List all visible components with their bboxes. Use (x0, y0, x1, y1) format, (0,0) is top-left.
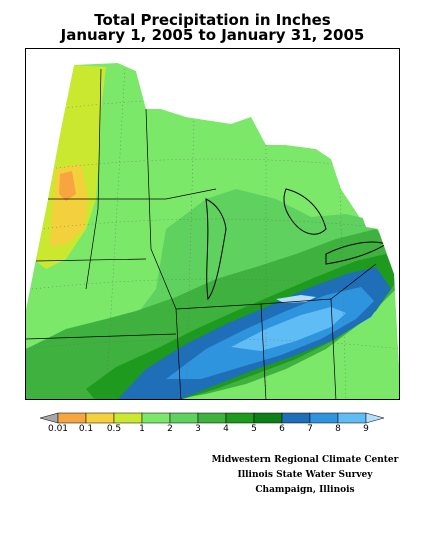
legend-swatch (113, 412, 143, 424)
legend-swatch (141, 412, 171, 424)
legend-swatch (57, 412, 87, 424)
no-data-canada (118, 49, 356, 199)
legend-label: 3 (195, 424, 201, 434)
legend-swatch-min (39, 412, 59, 424)
credit-mrcc: Midwestern Regional Climate Center (211, 455, 399, 465)
projection-mask-left (26, 49, 74, 309)
legend-label: 4 (223, 424, 229, 434)
lake-michigan-outline (205, 198, 227, 301)
legend-label: 5 (251, 424, 257, 434)
legend-swatch (85, 412, 115, 424)
map-title: Total Precipitation in Inches (94, 11, 331, 29)
legend-label: 7 (307, 424, 313, 434)
legend-label: 6 (279, 424, 285, 434)
lake-huron-outline (283, 188, 327, 235)
precipitation-legend (39, 412, 385, 424)
lake-superior (176, 117, 266, 149)
legend-swatch (337, 412, 367, 424)
credit-location: Champaign, Illinois (255, 485, 355, 495)
legend-swatch (225, 412, 255, 424)
legend-swatch (197, 412, 227, 424)
legend-label: 1 (139, 424, 145, 434)
legend-label: 0.01 (47, 424, 69, 434)
precip-zone-orange (59, 171, 76, 201)
legend-label: 9 (363, 424, 369, 434)
legend-label: 0.1 (78, 424, 94, 434)
credit-isws: Illinois State Water Survey (237, 470, 373, 480)
legend-label: 8 (335, 424, 341, 434)
legend-swatch (169, 412, 199, 424)
map-date-range: January 1, 2005 to January 31, 2005 (60, 26, 365, 44)
precip-zone-4-5 (26, 229, 396, 399)
legend-swatch (281, 412, 311, 424)
legend-label: 0.5 (106, 424, 122, 434)
precip-zone-8-9 (231, 307, 346, 351)
precipitation-map (25, 48, 400, 400)
legend-swatch-max (365, 412, 385, 424)
projection-mask-right (356, 49, 399, 365)
legend-label: 2 (167, 424, 173, 434)
legend-swatch (309, 412, 339, 424)
state-boundaries (26, 68, 377, 399)
legend-swatch (253, 412, 283, 424)
